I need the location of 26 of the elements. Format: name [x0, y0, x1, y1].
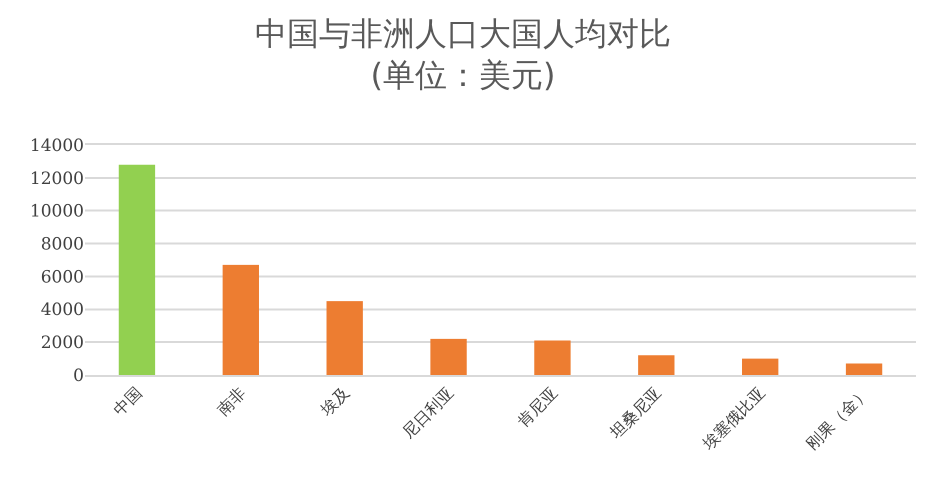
y-tick-label: 10000: [30, 202, 84, 222]
x-tick-label: 肯尼亚: [514, 383, 561, 431]
x-tick-label: 中国: [109, 383, 146, 420]
x-tick-label: 坦桑尼亚: [605, 383, 665, 443]
x-tick-label: 埃及: [316, 383, 354, 420]
y-tick-label: 0: [73, 366, 84, 386]
bar: [846, 364, 882, 375]
bar: [118, 164, 156, 375]
y-tick-label: 8000: [40, 234, 84, 255]
bar: [638, 355, 674, 375]
y-tick-label: 2000: [40, 333, 84, 354]
y-tick-label: 12000: [30, 168, 84, 189]
x-tick-label: 埃塞俄比亚: [698, 383, 769, 454]
y-tick-label: 6000: [40, 267, 84, 288]
chart-title: 中国与非洲人口大国人均对比: [255, 14, 671, 53]
bar: [222, 264, 259, 375]
bar: [534, 340, 571, 375]
x-tick-label: 刚果（金）: [802, 383, 873, 454]
chart-subtitle: (单位：美元): [370, 56, 556, 94]
bar: [326, 301, 363, 375]
x-tick-label: 南非: [213, 383, 250, 420]
y-tick-label: 14000: [30, 136, 84, 156]
y-tick-label: 4000: [40, 300, 84, 320]
x-tick-label: 尼日利亚: [398, 383, 458, 442]
bar: [742, 358, 778, 375]
bar: [430, 338, 467, 375]
